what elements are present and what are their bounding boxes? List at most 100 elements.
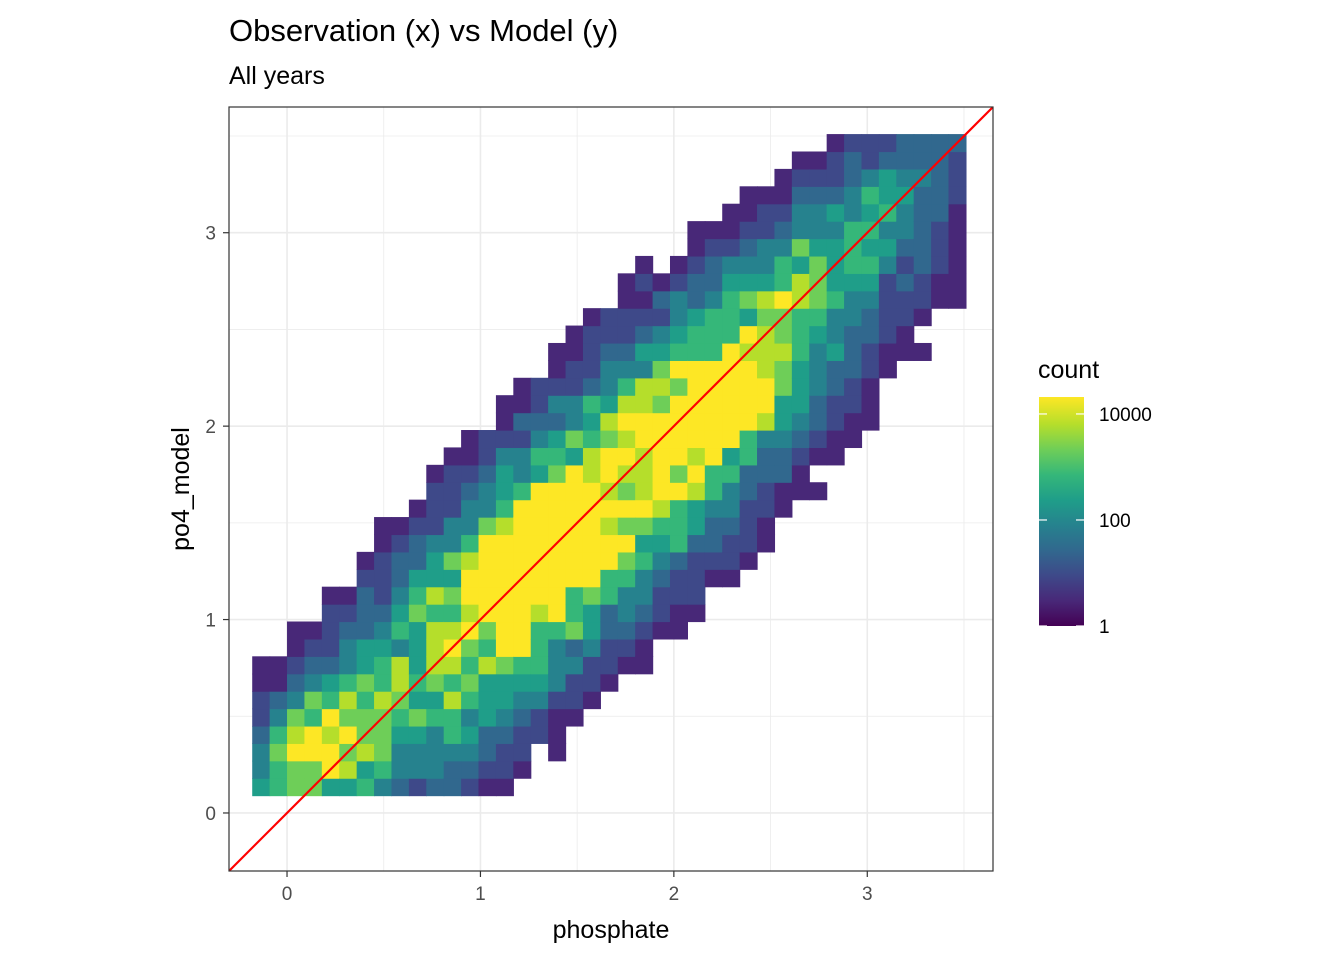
y-tick-label: 0 [205, 804, 216, 825]
density-bin [374, 569, 393, 588]
density-bin [635, 604, 654, 623]
plot-border [228, 106, 994, 872]
density-bin [669, 464, 688, 483]
density-bin [252, 725, 271, 744]
density-bin [478, 691, 497, 710]
density-bin [635, 638, 654, 657]
density-bin [530, 638, 549, 657]
density-bin [252, 778, 271, 797]
density-bin [513, 395, 532, 414]
density-bin [652, 586, 671, 605]
density-bin [617, 499, 636, 518]
density-bin [356, 569, 375, 588]
density-bin [269, 760, 288, 779]
density-bin [426, 569, 445, 588]
density-bin [948, 151, 967, 170]
x-tick-label: 1 [475, 884, 486, 905]
density-bin [600, 360, 619, 379]
density-bin [269, 708, 288, 727]
density-bin [391, 638, 410, 657]
density-bin [844, 430, 863, 449]
density-bin [495, 760, 514, 779]
density-bin [687, 464, 706, 483]
density-bin [426, 464, 445, 483]
density-bin [809, 482, 828, 501]
density-bin [339, 604, 358, 623]
density-bin [513, 551, 532, 570]
density-bin [896, 151, 915, 170]
density-bin [600, 586, 619, 605]
density-bin [844, 308, 863, 327]
density-bin [582, 395, 601, 414]
density-bin [600, 412, 619, 431]
density-bin [757, 482, 776, 501]
density-bin [896, 134, 915, 153]
density-bin [339, 760, 358, 779]
density-bin [478, 482, 497, 501]
density-bin [635, 325, 654, 344]
density-bin [861, 186, 880, 205]
density-bin [722, 569, 741, 588]
density-bin [374, 778, 393, 797]
density-bin [722, 464, 741, 483]
density-bin [844, 273, 863, 292]
density-bin [669, 273, 688, 292]
density-bin [548, 708, 567, 727]
density-bin [809, 395, 828, 414]
density-bin [669, 499, 688, 518]
density-bin [426, 725, 445, 744]
density-bin [582, 534, 601, 553]
density-bin [861, 360, 880, 379]
density-bin [565, 604, 584, 623]
density-bin [931, 273, 950, 292]
density-bin [408, 760, 427, 779]
density-bin [844, 221, 863, 240]
density-bin [269, 673, 288, 692]
density-bin [374, 760, 393, 779]
density-bin [617, 360, 636, 379]
legend-title: count [1038, 356, 1099, 384]
density-bin [878, 342, 897, 361]
density-bin [617, 430, 636, 449]
density-bin [582, 360, 601, 379]
density-bin [426, 499, 445, 518]
legend-label: 10000 [1099, 405, 1152, 426]
density-bin [652, 360, 671, 379]
density-bin [408, 656, 427, 675]
density-bin [600, 430, 619, 449]
density-bin [635, 534, 654, 553]
density-bin [913, 151, 932, 170]
density-bin [722, 534, 741, 553]
density-bin [861, 342, 880, 361]
density-bin [878, 168, 897, 187]
density-bin [704, 360, 723, 379]
density-bin [443, 464, 462, 483]
density-bin [913, 221, 932, 240]
density-bin [548, 551, 567, 570]
density-bin [774, 464, 793, 483]
density-bin [443, 725, 462, 744]
density-bin [722, 273, 741, 292]
density-bin [495, 499, 514, 518]
density-bin [687, 377, 706, 396]
density-bin [704, 221, 723, 240]
density-bin [687, 255, 706, 274]
density-bin [565, 325, 584, 344]
density-bin [704, 430, 723, 449]
density-bin [809, 186, 828, 205]
density-bin [791, 447, 810, 466]
density-bin [617, 273, 636, 292]
density-bin [513, 586, 532, 605]
density-bin [878, 273, 897, 292]
density-bin [287, 638, 306, 657]
density-bin [757, 464, 776, 483]
density-bin [669, 290, 688, 309]
density-bin [478, 586, 497, 605]
density-bin [809, 342, 828, 361]
density-bin [704, 255, 723, 274]
density-bin [426, 482, 445, 501]
density-bin [495, 725, 514, 744]
density-bin [374, 743, 393, 762]
density-bin [461, 551, 480, 570]
density-bin [565, 673, 584, 692]
